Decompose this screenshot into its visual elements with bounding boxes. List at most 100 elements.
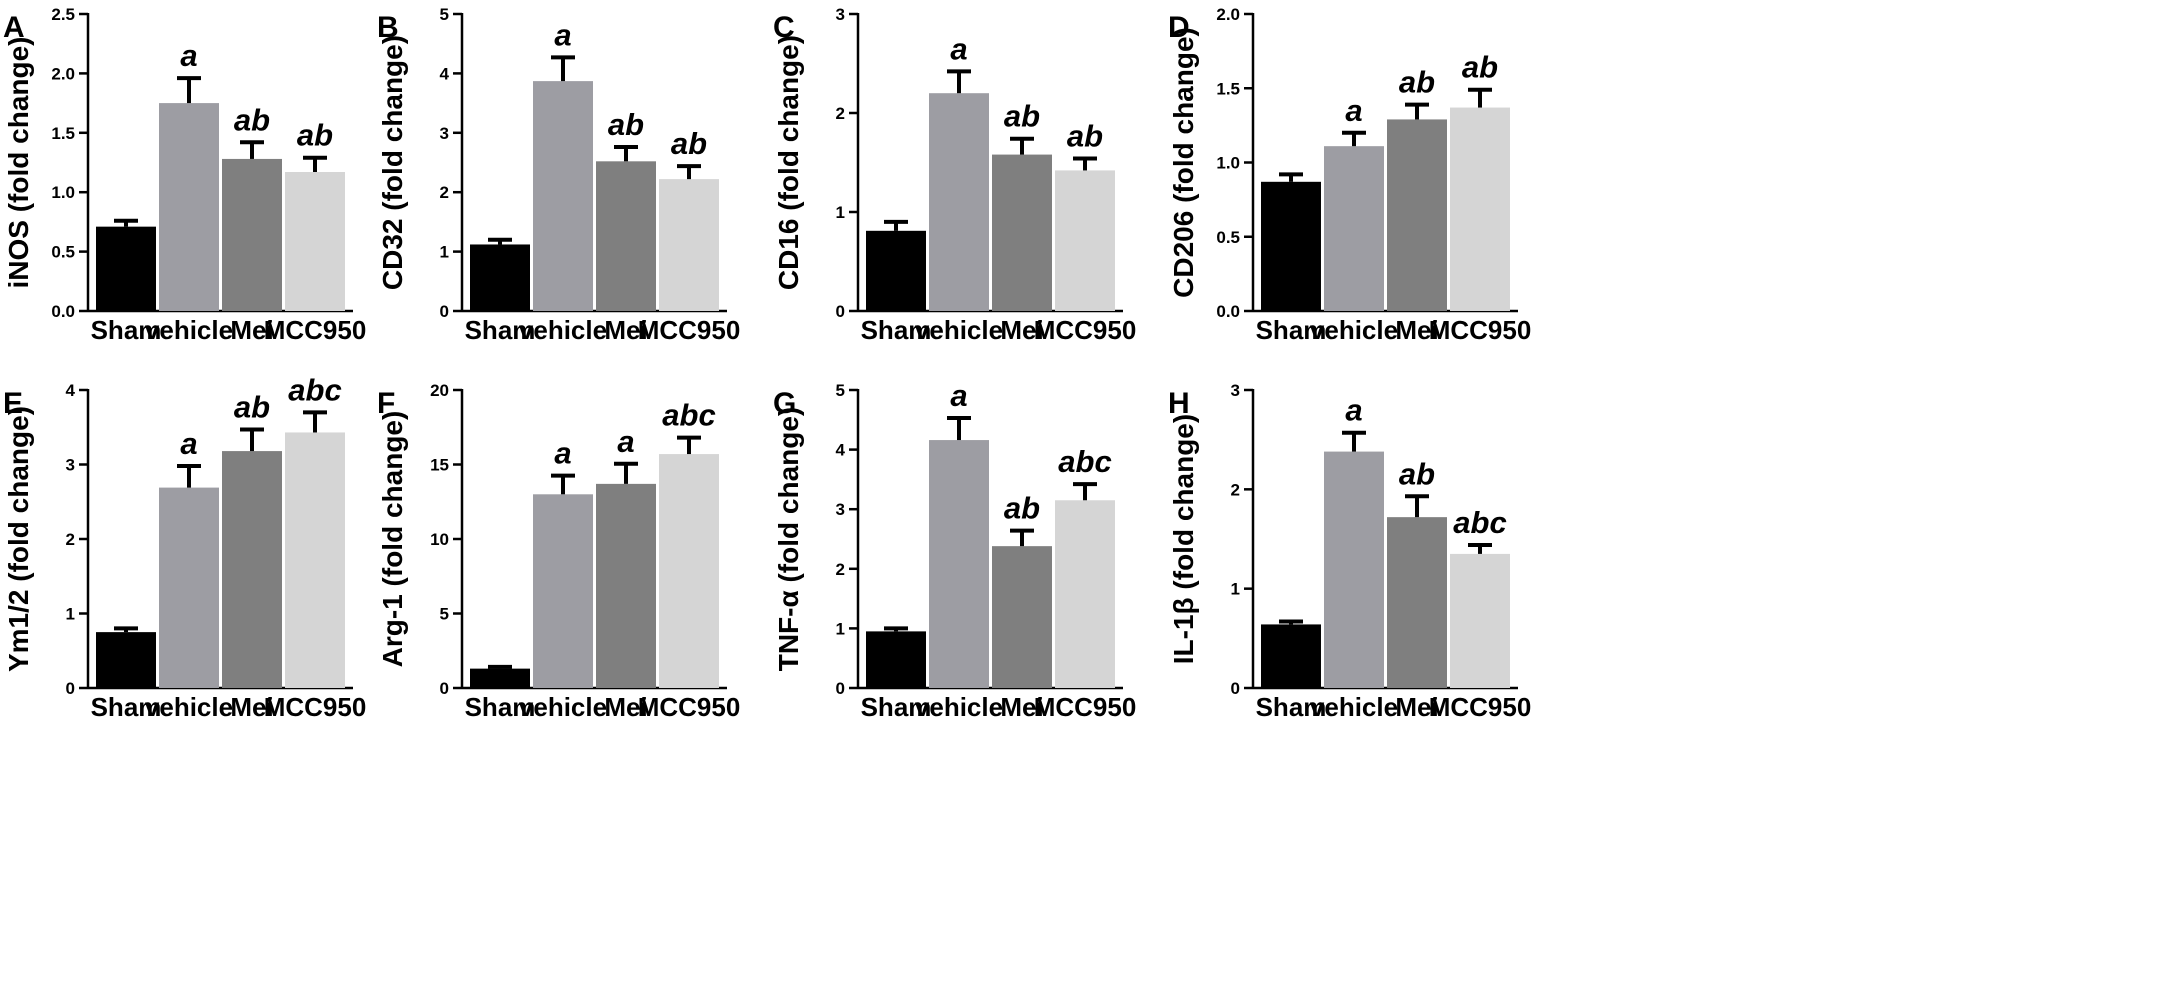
y-tick-label: 2: [836, 560, 845, 579]
panel-letter: G: [773, 387, 796, 420]
y-tick-label: 2: [440, 183, 449, 202]
y-tick-label: 0: [440, 302, 449, 321]
significance-label: ab: [1399, 65, 1435, 100]
y-tick-label: 0: [836, 302, 845, 321]
x-tick-label-sham: Sham: [861, 692, 932, 722]
significance-label: a: [554, 436, 571, 471]
x-tick-label-mcc950: MCC950: [1429, 692, 1532, 722]
y-tick-label: 0.0: [1216, 302, 1240, 321]
y-tick-label: 2.0: [1216, 5, 1240, 24]
significance-label: ab: [1067, 119, 1103, 154]
x-tick-label-mcc950: MCC950: [638, 692, 741, 722]
bar-sham: [866, 631, 926, 688]
y-tick-label: 5: [836, 381, 845, 400]
x-tick-label-vehicle: vehicle: [915, 692, 1003, 722]
y-tick-label: 0: [440, 679, 449, 698]
significance-label: ab: [1399, 456, 1435, 491]
bar-vehicle: [1324, 146, 1384, 311]
y-tick-label: 0: [836, 679, 845, 698]
y-tick-label: 3: [836, 5, 845, 24]
bar-mei: [596, 483, 656, 688]
bar-mcc950: [285, 172, 345, 311]
y-tick-label: 0.0: [51, 302, 75, 321]
y-tick-label: 2: [836, 104, 845, 123]
bar-vehicle: [159, 103, 219, 311]
bar-mei: [222, 158, 282, 311]
bar-mei: [992, 546, 1052, 688]
y-tick-label: 1.0: [51, 183, 75, 202]
x-tick-label-mcc950: MCC950: [638, 315, 741, 345]
bar-vehicle: [533, 494, 593, 688]
x-tick-label-mei: Mei: [604, 692, 647, 722]
bar-sham: [1261, 624, 1321, 688]
y-axis-label: CD16 (fold change): [773, 35, 804, 290]
y-tick-label: 15: [430, 456, 449, 475]
significance-label: ab: [1004, 491, 1040, 526]
x-tick-label-vehicle: vehicle: [1310, 315, 1398, 345]
panel-letter: F: [377, 387, 395, 420]
y-tick-label: 2.5: [51, 5, 75, 24]
bar-sham: [96, 632, 156, 688]
y-axis-label: Ym1/2 (fold change): [3, 406, 34, 672]
y-axis-label: Arg-1 (fold change): [377, 411, 408, 668]
bar-mcc950: [659, 179, 719, 311]
bar-mcc950: [1055, 500, 1115, 688]
x-tick-label-mei: Mei: [1000, 692, 1043, 722]
bar-mcc950: [659, 454, 719, 688]
bar-mei: [1387, 119, 1447, 311]
y-tick-label: 3: [440, 124, 449, 143]
significance-label: a: [180, 426, 197, 461]
y-tick-label: 2.0: [51, 64, 75, 83]
x-tick-label-mei: Mei: [1000, 315, 1043, 345]
y-axis-label: iNOS (fold change): [3, 37, 34, 289]
y-tick-label: 5: [440, 605, 449, 624]
y-tick-label: 1: [440, 243, 449, 262]
x-tick-label-mei: Mei: [230, 692, 273, 722]
x-tick-label-sham: Sham: [1256, 692, 1327, 722]
x-tick-label-mcc950: MCC950: [1429, 315, 1532, 345]
x-tick-label-mcc950: MCC950: [264, 692, 367, 722]
y-tick-label: 2: [66, 530, 75, 549]
bar-mcc950: [1450, 107, 1510, 312]
y-tick-label: 3: [836, 500, 845, 519]
y-tick-label: 1: [836, 203, 845, 222]
bar-sham: [1261, 181, 1321, 311]
y-tick-label: 20: [430, 381, 449, 400]
significance-label: a: [1345, 393, 1362, 428]
significance-label: ab: [297, 118, 333, 153]
panel-letter: E: [3, 387, 23, 420]
y-tick-label: 1.5: [51, 124, 75, 143]
significance-label: a: [554, 17, 571, 52]
bar-vehicle: [929, 440, 989, 688]
x-tick-label-mcc950: MCC950: [264, 315, 367, 345]
panel-letter: H: [1168, 387, 1190, 420]
y-tick-label: 0.5: [1216, 228, 1240, 247]
x-tick-label-sham: Sham: [1256, 315, 1327, 345]
y-tick-label: 3: [1231, 381, 1240, 400]
bar-vehicle: [929, 93, 989, 311]
bar-mei: [1387, 517, 1447, 688]
y-axis-label: TNF-α (fold change): [773, 407, 804, 672]
panel-letter: D: [1168, 11, 1190, 44]
x-tick-label-vehicle: vehicle: [145, 692, 233, 722]
x-tick-label-mei: Mei: [604, 315, 647, 345]
significance-label: ab: [234, 102, 270, 137]
x-tick-label-mei: Mei: [1395, 315, 1438, 345]
x-tick-label-sham: Sham: [861, 315, 932, 345]
x-tick-label-sham: Sham: [465, 692, 536, 722]
bar-sham: [470, 244, 530, 311]
x-tick-label-sham: Sham: [465, 315, 536, 345]
significance-label: abc: [1453, 505, 1506, 540]
x-tick-label-vehicle: vehicle: [915, 315, 1003, 345]
significance-label: abc: [662, 398, 715, 433]
x-tick-label-vehicle: vehicle: [1310, 692, 1398, 722]
panel-h: HIL-1β (fold change) 0 1 2 3 Sham a vehicle ab Me…: [1168, 381, 1531, 722]
y-tick-label: 5: [440, 5, 449, 24]
y-tick-label: 4: [440, 64, 450, 83]
y-tick-label: 1.5: [1216, 79, 1240, 98]
